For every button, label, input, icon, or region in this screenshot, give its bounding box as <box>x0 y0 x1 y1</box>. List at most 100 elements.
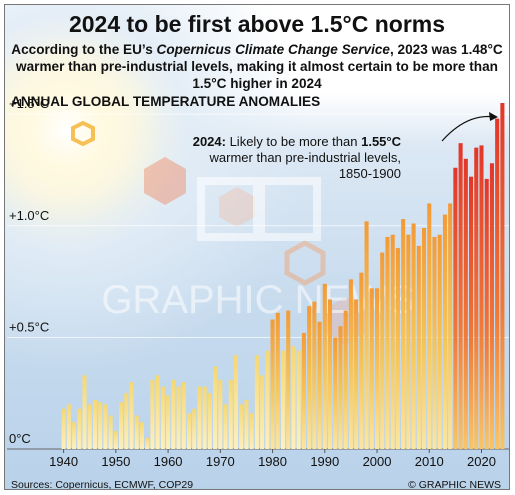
bar-1982 <box>280 350 286 449</box>
bar-1947 <box>98 402 103 449</box>
x-tick-label: 1970 <box>206 454 235 469</box>
bar-1992 <box>333 337 338 449</box>
bar-1946 <box>92 399 97 449</box>
bar-2004 <box>395 248 400 449</box>
bar-1944 <box>82 375 87 449</box>
bar-2016 <box>458 143 463 449</box>
bar-1985 <box>296 350 301 449</box>
y-axis-tick-labels: 0°C +0.5°C +1.0°C +1.5°C <box>9 96 49 446</box>
bar-1969 <box>213 366 218 449</box>
bar-2007 <box>411 223 416 449</box>
bar-1970 <box>218 379 223 449</box>
bar-2019 <box>474 147 479 450</box>
bar-1961 <box>171 379 176 449</box>
bar-2013 <box>442 214 447 449</box>
bar-2008 <box>416 245 421 449</box>
bar-1962 <box>176 386 181 449</box>
bar-1972 <box>228 379 233 449</box>
bar-1977 <box>254 355 259 449</box>
bar-2011 <box>432 236 437 449</box>
x-tick-label: 1990 <box>310 454 339 469</box>
x-tick-label: 2000 <box>363 454 392 469</box>
bar-2023 <box>495 118 500 450</box>
bar-1955 <box>139 422 145 449</box>
bar-1957 <box>150 379 155 449</box>
bar-1967 <box>202 386 207 449</box>
bar-1981 <box>275 312 280 449</box>
bar-2018 <box>469 176 474 449</box>
bar-1968 <box>207 393 212 449</box>
bar-1983 <box>286 310 291 449</box>
y-tick-label: 0°C <box>9 431 31 446</box>
bar-2024 <box>500 103 505 449</box>
bar-1976 <box>249 413 254 449</box>
bar-2002 <box>385 236 390 449</box>
bar-1974 <box>239 404 244 449</box>
bar-1948 <box>103 404 108 449</box>
x-tick-label: 1980 <box>258 454 287 469</box>
bar-1990 <box>322 283 327 449</box>
annotation-2024: 2024: Likely to be more than 1.55°C warm… <box>192 134 401 181</box>
bar-1997 <box>359 272 364 449</box>
bar-1998 <box>364 221 369 449</box>
bar-1945 <box>87 404 92 449</box>
bar-2010 <box>427 203 432 449</box>
bar-1979 <box>265 350 270 449</box>
bar-2006 <box>406 234 411 449</box>
bar-1949 <box>108 415 113 449</box>
bar-1941 <box>66 404 71 449</box>
bar-1956 <box>145 437 150 449</box>
x-tick-label: 2020 <box>467 454 496 469</box>
bar-1980 <box>270 319 275 449</box>
y-tick-label: +1.5°C <box>9 96 49 111</box>
bar-1995 <box>348 279 353 449</box>
chart-bars <box>61 103 505 450</box>
bar-1973 <box>233 355 239 449</box>
bar-1940 <box>61 408 66 449</box>
y-tick-label: +0.5°C <box>9 319 49 334</box>
annotation-arrowhead <box>489 112 498 121</box>
bar-1958 <box>155 375 160 449</box>
x-tick-label: 1940 <box>49 454 78 469</box>
bar-1975 <box>244 399 249 449</box>
bar-1971 <box>223 404 228 449</box>
bar-1989 <box>317 321 322 449</box>
bar-1986 <box>301 332 306 449</box>
annotation-arrow <box>441 115 496 142</box>
bar-1952 <box>124 393 129 449</box>
bar-1943 <box>77 408 82 449</box>
bar-2005 <box>401 219 406 449</box>
bar-1994 <box>343 310 348 449</box>
bar-2017 <box>463 158 468 449</box>
bar-2003 <box>390 234 395 449</box>
x-axis-tick-labels: 1940 1950 1960 1970 1980 1990 2000 2010 2020 <box>49 449 496 469</box>
bar-1951 <box>119 402 124 449</box>
copyright-credit: © GRAPHIC NEWS <box>408 479 501 490</box>
bar-1978 <box>260 375 265 449</box>
bar-2014 <box>448 203 453 449</box>
page-subtitle: According to the EU’s Copernicus Climate… <box>11 42 503 91</box>
temperature-bar-chart: GRAPHIC NEWS 0°C+0.5°C+1.0°C+1.5°C 1940 1… <box>5 35 509 469</box>
bar-2015 <box>453 167 458 450</box>
bar-1996 <box>354 299 359 449</box>
bar-1999 <box>369 288 374 449</box>
bar-1954 <box>134 415 139 449</box>
x-tick-label: 1960 <box>154 454 183 469</box>
bar-2020 <box>479 145 484 449</box>
bar-2021 <box>484 178 489 449</box>
bar-1960 <box>166 395 171 449</box>
bar-1965 <box>192 408 197 449</box>
infographic-frame: GRAPHIC NEWS 0°C +0.5°C +1.0°C +1.5°C 1940 1… <box>4 4 510 490</box>
bar-1963 <box>181 382 186 449</box>
source-note: Sources: Copernicus, ECMWF, COP29 <box>11 479 194 490</box>
bar-1959 <box>160 386 165 449</box>
bar-1942 <box>72 422 77 449</box>
page-title: 2024 to be first above 1.5°C norms <box>68 11 446 37</box>
bar-1988 <box>312 301 317 449</box>
bar-2001 <box>380 252 385 449</box>
bar-2000 <box>374 288 380 449</box>
bar-1964 <box>186 413 192 449</box>
bar-2022 <box>489 163 494 449</box>
x-tick-label: 1950 <box>101 454 130 469</box>
bar-1987 <box>307 306 312 449</box>
